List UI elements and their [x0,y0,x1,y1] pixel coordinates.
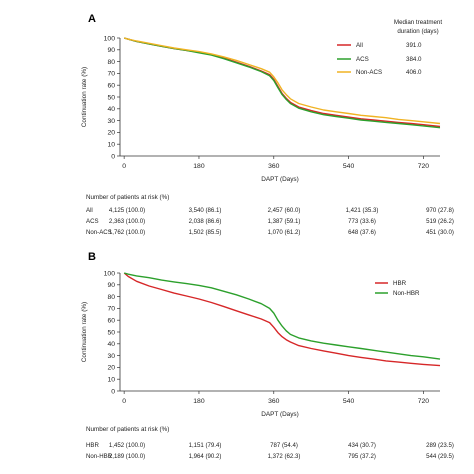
p1-risk-cell: 1,502 (85.5) [189,229,222,236]
p1-risk-cell: 3,540 (86.1) [189,207,222,214]
p1-risk-cell: 970 (27.8) [426,207,454,214]
p1-y-tick-label: 70 [107,71,115,78]
p2-risk-cell: 1,372 (62.3) [268,453,301,460]
p1-risk-cell: 648 (37.6) [348,229,376,236]
p1-y-tick-label: 100 [104,35,116,42]
p2-risk-cell: 1,452 (100.0) [109,442,145,449]
p1-legend-median-non-acs: 406.0 [406,69,422,76]
p1-x-axis-title: DAPT (Days) [261,176,299,183]
p1-legend-median-acs: 384.0 [406,56,422,63]
p2-legend-label-hbr: HBR [393,280,407,287]
p1-series-non-acs-line [124,37,441,125]
p1-x-tick-label: 540 [343,163,355,170]
p2-risk-cell: 434 (30.7) [348,442,376,449]
p1-legend-median-all: 391.0 [406,42,422,49]
p1-risk-cell: 1,762 (100.0) [109,229,145,236]
p1-risk-cell: 1,070 (61.2) [268,229,301,236]
p2-panel-letter: B [88,251,96,263]
p2-legend-label-non-hbr: Non-HBR [393,290,420,297]
p2-y-tick-label: 20 [107,365,115,372]
p2-risk-cell: 1,151 (79.4) [189,442,222,449]
p2-x-axis-title: DAPT (Days) [261,411,299,418]
p2-x-tick-label: 540 [343,398,355,405]
p1-x-tick-label: 0 [122,163,126,170]
p1-x-tick-label: 360 [268,163,280,170]
p2-risk-cell: 795 (37.2) [348,453,376,460]
p2-y-tick-label: 100 [104,270,116,277]
p2-y-tick-label: 70 [107,306,115,313]
p1-y-tick-label: 60 [107,83,115,90]
p1-risk-table-title: Number of patients at risk (%) [86,194,169,201]
p1-x-tick-label: 180 [193,163,205,170]
p1-series-acs-line [124,37,441,129]
p1-risk-cell: 2,363 (100.0) [109,218,145,225]
p2-x-tick-label: 720 [418,398,430,405]
p1-risk-cell: 773 (33.6) [348,218,376,225]
p2-y-tick-label: 60 [107,318,115,325]
p1-y-tick-label: 80 [107,59,115,66]
p1-y-tick-label: 0 [111,153,115,160]
p1-risk-row-label: All [86,207,93,214]
p2-x-tick-label: 0 [122,398,126,405]
p1-y-tick-label: 20 [107,130,115,137]
p2-y-tick-label: 90 [107,282,115,289]
p2-risk-row-label: HBR [86,442,99,449]
p1-y-tick-label: 50 [107,94,115,101]
p1-y-axis-title: Continuation rate (%) [81,67,88,127]
p2-risk-cell: 2,189 (100.0) [109,453,145,460]
p1-risk-cell: 519 (26.2) [426,218,454,225]
p2-risk-cell: 544 (29.5) [426,453,454,460]
p1-panel-letter: A [88,13,96,25]
p2-y-tick-label: 30 [107,353,115,360]
p1-legend-label-non-acs: Non-ACS [356,69,382,76]
p1-y-tick-label: 40 [107,106,115,113]
p1-risk-cell: 451 (30.0) [426,229,454,236]
p2-x-tick-label: 360 [268,398,280,405]
p2-y-tick-label: 40 [107,341,115,348]
p1-risk-row-label: Non-ACS [86,229,112,236]
p2-y-tick-label: 80 [107,294,115,301]
p2-x-tick-label: 180 [193,398,205,405]
p1-risk-cell: 1,387 (59.1) [268,218,301,225]
p2-risk-cell: 787 (54.4) [270,442,298,449]
p2-series-hbr-line [123,272,441,367]
p1-risk-cell: 2,457 (60.0) [268,207,301,214]
p1-risk-cell: 2,038 (86.6) [189,218,222,225]
p1-y-tick-label: 10 [107,142,115,149]
p2-y-tick-label: 0 [111,388,115,395]
p2-risk-cell: 1,964 (90.2) [189,453,222,460]
p1-legend-label-all: All [356,42,363,49]
p1-risk-cell: 1,421 (35.3) [346,207,379,214]
p2-risk-row-label: Non-HBR [86,453,113,460]
p1-x-tick-label: 720 [418,163,430,170]
p1-legend-header: Median treatment duration (days) [394,19,442,35]
p1-series-all-line [124,37,441,128]
p1-y-tick-label: 30 [107,118,115,125]
p1-risk-row-label: ACS [86,218,99,225]
p1-y-tick-label: 90 [107,47,115,54]
p2-y-tick-label: 10 [107,377,115,384]
p2-series-non-hbr-line [124,272,441,360]
p2-y-axis-title: Continuation rate (%) [81,302,88,362]
p2-risk-cell: 289 (23.5) [426,442,454,449]
p1-risk-cell: 4,125 (100.0) [109,207,145,214]
p2-y-tick-label: 50 [107,329,115,336]
p2-risk-table-title: Number of patients at risk (%) [86,426,169,433]
p1-legend-label-acs: ACS [356,56,369,63]
